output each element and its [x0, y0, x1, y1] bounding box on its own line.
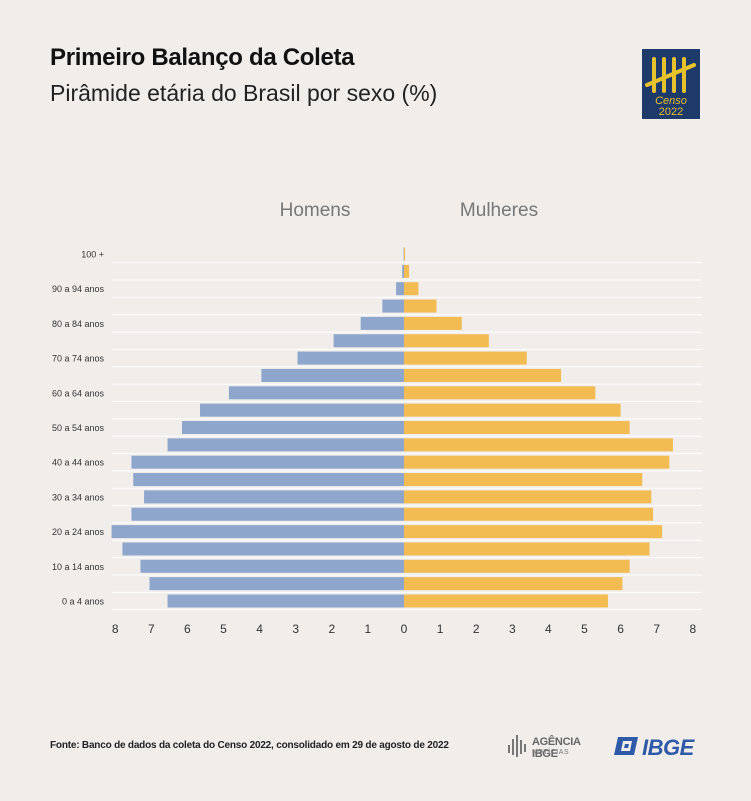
x-tick-label: 3: [509, 622, 516, 636]
bar-homens: [229, 386, 404, 399]
bar-mulheres: [404, 595, 608, 608]
bar-homens: [144, 490, 404, 503]
x-tick-label: 0: [401, 622, 408, 636]
x-tick-label: 4: [545, 622, 552, 636]
bar-mulheres: [404, 473, 642, 486]
x-tick-label: 1: [365, 622, 372, 636]
agencia-line1: AGÊNCIA IBGE: [532, 736, 606, 760]
ibge-icon: [612, 735, 640, 757]
bar-homens: [382, 300, 404, 313]
bar-mulheres: [404, 248, 405, 261]
y-tick-label: 30 a 34 anos: [52, 492, 105, 502]
x-tick-label: 7: [653, 622, 660, 636]
x-tick-label: 8: [112, 622, 119, 636]
bar-homens: [200, 404, 404, 417]
bar-mulheres: [404, 265, 409, 278]
bar-mulheres: [404, 577, 622, 590]
bar-mulheres: [404, 508, 653, 521]
bar-mulheres: [404, 421, 630, 434]
y-tick-label: 70 a 74 anos: [52, 354, 105, 364]
y-tick-label: 100 +: [81, 250, 104, 260]
y-tick-label: 60 a 64 anos: [52, 388, 105, 398]
bar-mulheres: [404, 317, 462, 330]
x-tick-label: 6: [617, 622, 624, 636]
bar-homens: [261, 369, 404, 382]
y-tick-label: 0 a 4 anos: [62, 597, 105, 607]
bar-homens: [168, 438, 404, 451]
bar-homens: [133, 473, 404, 486]
bar-homens: [149, 577, 404, 590]
ibge-wordmark: IBGE: [642, 735, 694, 761]
x-tick-label: 6: [184, 622, 191, 636]
agencia-line2: NOTÍCIAS: [532, 749, 569, 756]
bar-homens: [396, 282, 404, 295]
bar-homens: [334, 334, 404, 347]
ibge-logo: IBGE: [612, 735, 704, 759]
bar-homens: [140, 560, 404, 573]
agencia-icon: [506, 733, 528, 759]
x-tick-label: 7: [148, 622, 155, 636]
x-tick-label: 2: [473, 622, 480, 636]
y-tick-label: 50 a 54 anos: [52, 423, 105, 433]
x-tick-label: 4: [256, 622, 263, 636]
bar-homens: [298, 352, 404, 365]
bar-mulheres: [404, 386, 595, 399]
bar-mulheres: [404, 369, 561, 382]
x-tick-label: 5: [220, 622, 227, 636]
bar-mulheres: [404, 560, 630, 573]
bar-homens: [168, 595, 404, 608]
bar-mulheres: [404, 542, 649, 555]
bar-mulheres: [404, 352, 527, 365]
bar-mulheres: [404, 456, 669, 469]
bar-mulheres: [404, 404, 621, 417]
legend-mulheres: Mulheres: [460, 200, 538, 221]
source-note: Fonte: Banco de dados da coleta do Censo…: [50, 740, 449, 751]
x-tick-label: 2: [328, 622, 335, 636]
bar-homens: [361, 317, 404, 330]
x-tick-label: 3: [292, 622, 299, 636]
bar-homens: [182, 421, 404, 434]
y-tick-label: 20 a 24 anos: [52, 527, 105, 537]
bar-mulheres: [404, 438, 673, 451]
bar-mulheres: [404, 282, 418, 295]
legend-homens: Homens: [280, 200, 351, 221]
bar-mulheres: [404, 525, 662, 538]
x-tick-label: 8: [689, 622, 696, 636]
bar-homens: [112, 525, 404, 538]
bar-homens: [122, 542, 404, 555]
bar-homens: [131, 456, 404, 469]
x-tick-label: 5: [581, 622, 588, 636]
y-tick-label: 40 a 44 anos: [52, 458, 105, 468]
x-tick-label: 1: [437, 622, 444, 636]
y-tick-label: 80 a 84 anos: [52, 319, 105, 329]
agencia-ibge-logo: AGÊNCIA IBGE NOTÍCIAS: [506, 733, 606, 761]
y-tick-label: 10 a 14 anos: [52, 562, 105, 572]
bar-homens: [131, 508, 404, 521]
bar-mulheres: [404, 490, 651, 503]
y-tick-label: 90 a 94 anos: [52, 284, 105, 294]
bar-mulheres: [404, 334, 489, 347]
bar-mulheres: [404, 300, 436, 313]
bar-homens: [402, 265, 404, 278]
